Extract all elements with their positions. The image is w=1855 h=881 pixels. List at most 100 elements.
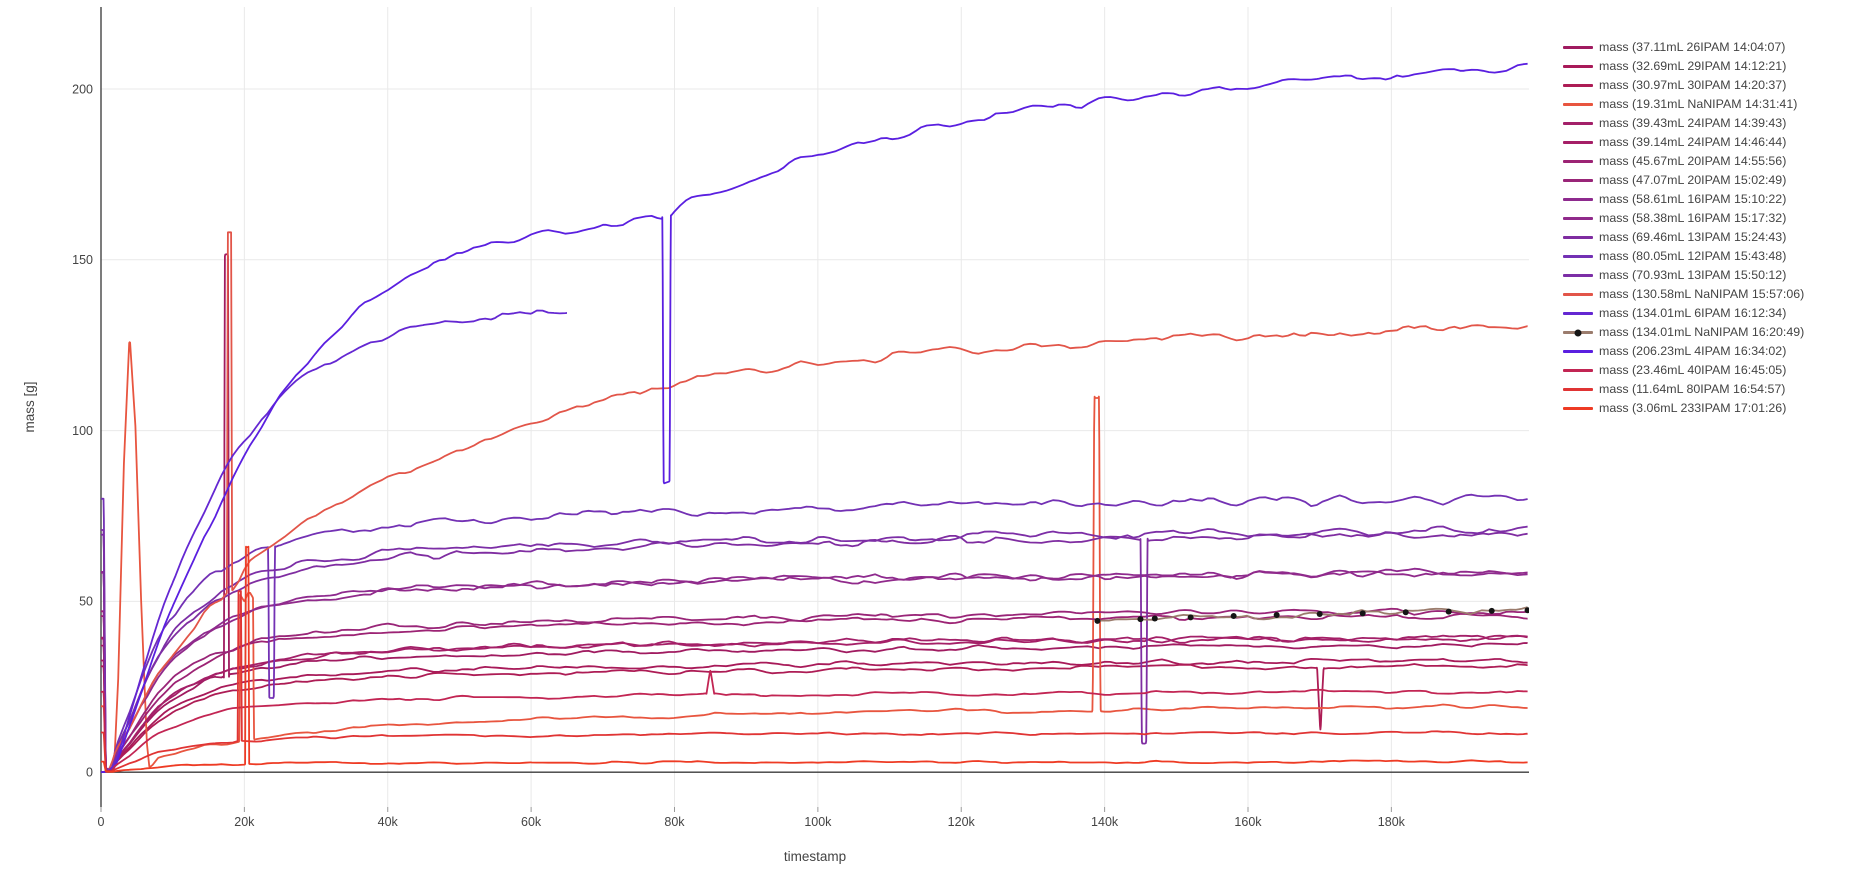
legend-item[interactable]: mass (39.43mL 24IPAM 14:39:43): [1563, 114, 1853, 133]
legend-item[interactable]: mass (206.23mL 4IPAM 16:34:02): [1563, 342, 1853, 361]
legend-swatch: [1563, 255, 1593, 258]
legend-item[interactable]: mass (11.64mL 80IPAM 16:54:57): [1563, 380, 1853, 399]
legend-item[interactable]: mass (58.38mL 16IPAM 15:17:32): [1563, 209, 1853, 228]
y-tick-label: 100: [72, 424, 93, 438]
series-marker[interactable]: [1316, 611, 1323, 618]
y-tick-label: 50: [79, 595, 93, 609]
legend-swatch: [1563, 141, 1593, 144]
series-layer: [101, 62, 1531, 774]
legend-item[interactable]: mass (134.01mL 6IPAM 16:12:34): [1563, 304, 1853, 323]
series-line[interactable]: [101, 341, 1528, 773]
legend-item[interactable]: mass (19.31mL NaNIPAM 14:31:41): [1563, 95, 1853, 114]
legend-item[interactable]: mass (134.01mL NaNIPAM 16:20:49): [1563, 323, 1853, 342]
series-line[interactable]: [101, 658, 1528, 772]
legend-item[interactable]: mass (70.93mL 13IPAM 15:50:12): [1563, 266, 1853, 285]
series-marker[interactable]: [1137, 616, 1144, 623]
legend-swatch: [1563, 236, 1593, 239]
legend-item[interactable]: mass (45.67mL 20IPAM 14:55:56): [1563, 152, 1853, 171]
legend-label: mass (134.01mL NaNIPAM 16:20:49): [1599, 325, 1805, 339]
series-marker[interactable]: [1151, 615, 1158, 622]
series-marker[interactable]: [1094, 617, 1101, 624]
legend-swatch: [1563, 103, 1593, 106]
legend-label: mass (23.46mL 40IPAM 16:45:05): [1599, 363, 1787, 377]
legend-label: mass (39.14mL 24IPAM 14:46:44): [1599, 135, 1787, 149]
series-line[interactable]: [101, 531, 1528, 771]
legend-swatch: [1563, 198, 1593, 201]
series-marker[interactable]: [1445, 608, 1452, 615]
legend-swatch: [1563, 350, 1593, 353]
legend: mass (37.11mL 26IPAM 14:04:07) mass (32.6…: [1563, 38, 1853, 418]
series-line[interactable]: [101, 590, 1528, 773]
legend-swatch: [1563, 217, 1593, 220]
legend-label: mass (39.43mL 24IPAM 14:39:43): [1599, 116, 1787, 130]
legend-item[interactable]: mass (37.11mL 26IPAM 14:04:07): [1563, 38, 1853, 57]
legend-swatch: [1563, 122, 1593, 125]
axes: [100, 7, 1529, 812]
series-line[interactable]: [101, 545, 1528, 773]
legend-label: mass (19.31mL NaNIPAM 14:31:41): [1599, 97, 1798, 111]
legend-item[interactable]: mass (47.07mL 20IPAM 15:02:49): [1563, 171, 1853, 190]
series-marker[interactable]: [1187, 614, 1194, 621]
x-tick-label: 160k: [1234, 815, 1262, 829]
x-tick-label: 20k: [234, 815, 255, 829]
series-line[interactable]: [101, 663, 1528, 773]
legend-marker-dot: [1574, 329, 1582, 336]
series-line[interactable]: [101, 253, 1528, 772]
plot-area[interactable]: [101, 7, 1529, 807]
series-marker[interactable]: [1524, 607, 1531, 614]
legend-swatch: [1563, 84, 1593, 87]
legend-swatch: [1563, 65, 1593, 68]
gridlines: [101, 7, 1529, 807]
legend-label: mass (30.97mL 30IPAM 14:20:37): [1599, 78, 1787, 92]
legend-label: mass (32.69mL 29IPAM 14:12:21): [1599, 59, 1787, 73]
x-axis-title: timestamp: [784, 849, 846, 864]
legend-swatch: [1563, 274, 1593, 277]
legend-label: mass (3.06mL 233IPAM 17:01:26): [1599, 401, 1787, 415]
x-tick-label: 120k: [948, 815, 976, 829]
legend-item[interactable]: mass (30.97mL 30IPAM 14:20:37): [1563, 76, 1853, 95]
series-marker[interactable]: [1230, 613, 1237, 620]
x-tick-label: 140k: [1091, 815, 1119, 829]
legend-label: mass (69.46mL 13IPAM 15:24:43): [1599, 230, 1787, 244]
x-tick-label: 40k: [378, 815, 399, 829]
legend-swatch: [1563, 388, 1593, 391]
legend-label: mass (70.93mL 13IPAM 15:50:12): [1599, 268, 1787, 282]
series-line[interactable]: [101, 231, 1528, 774]
y-axis-title: mass [g]: [22, 381, 37, 432]
x-tick-label: 100k: [804, 815, 832, 829]
series-line[interactable]: [101, 62, 1528, 774]
series-line[interactable]: [101, 669, 1528, 772]
series-marker[interactable]: [1359, 610, 1366, 617]
legend-label: mass (206.23mL 4IPAM 16:34:02): [1599, 344, 1787, 358]
series-line[interactable]: [101, 309, 568, 774]
axis-labels: 0 20k 40k 60k 80k 100k 120k 140k 160k 180k 0 50 100 1…: [72, 82, 1406, 829]
series-line[interactable]: [101, 525, 1528, 772]
series-marker[interactable]: [1402, 609, 1409, 616]
legend-item[interactable]: mass (80.05mL 12IPAM 15:43:48): [1563, 247, 1853, 266]
legend-item[interactable]: mass (39.14mL 24IPAM 14:46:44): [1563, 133, 1853, 152]
series-line[interactable]: [101, 634, 1528, 772]
legend-label: mass (11.64mL 80IPAM 16:54:57): [1599, 382, 1786, 396]
x-tick-label: 0: [98, 815, 105, 829]
legend-swatch: [1563, 407, 1593, 410]
y-tick-label: 200: [72, 82, 93, 96]
legend-swatch: [1563, 312, 1593, 315]
y-tick-label: 0: [86, 765, 93, 779]
legend-item[interactable]: mass (69.46mL 13IPAM 15:24:43): [1563, 228, 1853, 247]
series-line[interactable]: [101, 570, 1528, 772]
legend-item[interactable]: mass (58.61mL 16IPAM 15:10:22): [1563, 190, 1853, 209]
legend-item[interactable]: mass (130.58mL NaNIPAM 15:57:06): [1563, 285, 1853, 304]
series-marker[interactable]: [1488, 607, 1495, 614]
series-line[interactable]: [101, 607, 1528, 772]
legend-label: mass (130.58mL NaNIPAM 15:57:06): [1599, 287, 1805, 301]
legend-swatch: [1563, 369, 1593, 372]
series-marker[interactable]: [1273, 612, 1280, 619]
legend-swatch: [1563, 46, 1593, 49]
legend-item[interactable]: mass (23.46mL 40IPAM 16:45:05): [1563, 361, 1853, 380]
legend-item[interactable]: mass (32.69mL 29IPAM 14:12:21): [1563, 57, 1853, 76]
y-tick-label: 150: [72, 253, 93, 267]
series-line[interactable]: [101, 493, 1528, 770]
legend-item[interactable]: mass (3.06mL 233IPAM 17:01:26): [1563, 399, 1853, 418]
